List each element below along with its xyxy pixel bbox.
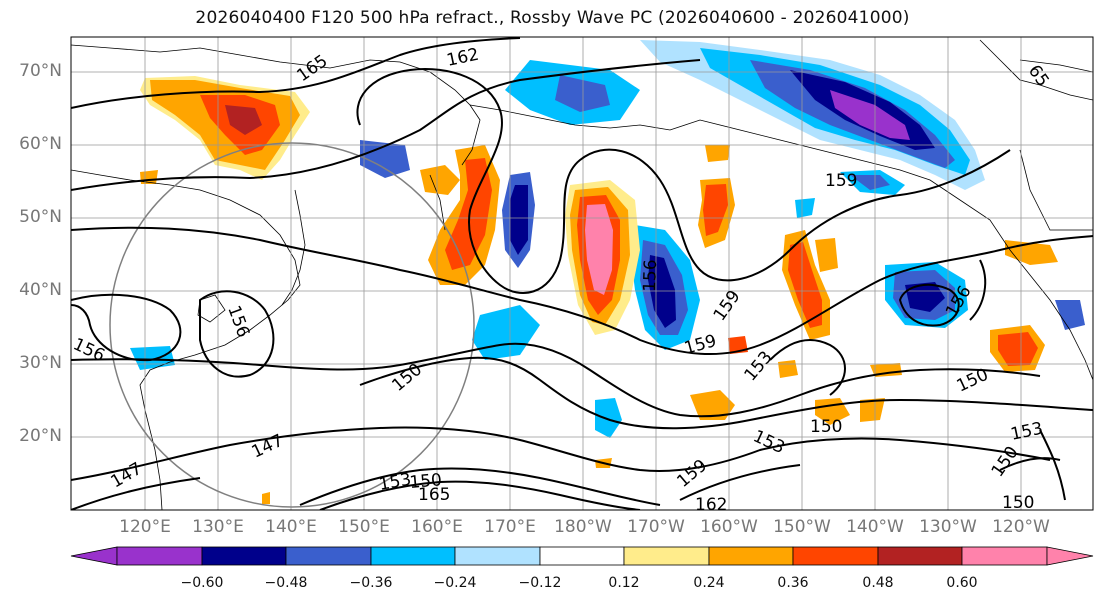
lat-label: 40°N	[19, 280, 62, 300]
contour-label: 156	[640, 259, 661, 292]
lon-label: 160°E	[411, 517, 463, 537]
lon-label: 140°W	[846, 517, 904, 537]
lon-label: 180°W	[554, 517, 612, 537]
colorbar-segment	[539, 546, 625, 566]
colorbar-tick-label: 0.12	[608, 575, 640, 591]
colorbar-tick-label: 0.24	[693, 575, 725, 591]
colorbar-segment	[370, 546, 456, 566]
contour-label: 162	[695, 495, 727, 515]
contour-label: 150	[409, 470, 443, 493]
lat-label: 70°N	[19, 61, 62, 81]
lon-label: 120°W	[992, 517, 1050, 537]
lon-label: 120°E	[119, 517, 171, 537]
colorbar-tick-label: 0.60	[946, 575, 978, 591]
lon-label: 150°W	[773, 517, 831, 537]
colorbar-tick-label: −0.24	[433, 575, 477, 591]
negative-shading	[130, 40, 1085, 438]
colorbar-tick-label: 0.36	[777, 575, 809, 591]
colorbar-segment	[285, 546, 372, 566]
contour-label: 150	[1002, 493, 1034, 513]
colorbar-segment	[961, 546, 1048, 566]
colorbar-tick-label: −0.48	[264, 575, 308, 591]
colorbar-upper-extension	[1046, 546, 1094, 566]
colorbar-tick-label: −0.36	[349, 575, 393, 591]
colorbar-segment	[792, 546, 879, 566]
contour-label: 150	[810, 417, 842, 437]
colorbar-segment	[201, 546, 287, 566]
colorbar-segment	[116, 546, 203, 566]
lon-label: 150°E	[338, 517, 390, 537]
contour-label: 165	[418, 485, 450, 505]
refract-contours	[71, 37, 1093, 510]
lon-label: 130°W	[919, 517, 977, 537]
colorbar-tick-label: 0.48	[862, 575, 894, 591]
lon-label: 160°W	[700, 517, 758, 537]
colorbar-segment	[708, 546, 794, 566]
reference-circle	[109, 142, 475, 508]
colorbar-lower-extension	[70, 546, 118, 566]
colorbar-tick-label: −0.60	[180, 575, 224, 591]
colorbar-segment	[454, 546, 541, 566]
colorbar-tick-label: −0.12	[518, 575, 562, 591]
lat-label: 50°N	[19, 207, 62, 227]
lat-label: 20°N	[19, 426, 62, 446]
coastlines	[71, 39, 1093, 510]
contour-label: 159	[825, 171, 857, 191]
lon-label: 140°E	[265, 517, 317, 537]
gridlines	[71, 37, 1093, 510]
colorbar-segment	[623, 546, 710, 566]
map-frame	[70, 36, 1094, 511]
lon-label: 170°E	[484, 517, 536, 537]
lon-label: 130°E	[192, 517, 244, 537]
lat-label: 30°N	[19, 353, 62, 373]
lat-label: 60°N	[19, 134, 62, 154]
lon-label: 170°W	[627, 517, 685, 537]
map-title: 2026040400 F120 500 hPa refract., Rossby…	[195, 8, 910, 28]
colorbar-segment	[877, 546, 963, 566]
colorbar	[70, 546, 1094, 566]
